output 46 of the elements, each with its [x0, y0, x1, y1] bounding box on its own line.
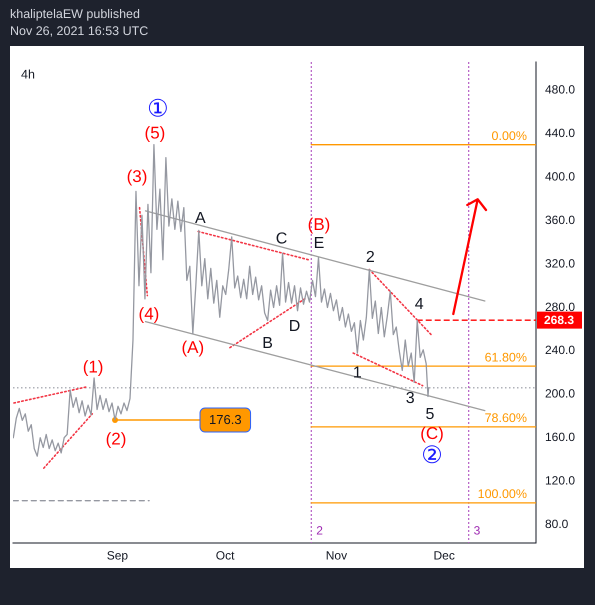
annotation: (C): [420, 424, 444, 444]
series-label: 0.00%: [492, 128, 527, 143]
annotation: (4): [138, 304, 160, 324]
text: Nov 26, 2021 16:53 UTC: [10, 23, 148, 40]
annotation: 1: [352, 364, 362, 382]
series-label: 78.60%: [484, 411, 527, 426]
annotation: 5: [426, 406, 435, 423]
ref-line-label: 3: [474, 523, 481, 538]
x-tick-label: Nov: [326, 548, 348, 563]
ref-line-label: 2: [316, 523, 324, 538]
annotation: ②: [421, 442, 443, 470]
y-tick-label: 280.0: [545, 300, 576, 314]
y-tick-label: 440.0: [545, 126, 576, 140]
annotation: (3): [126, 167, 148, 186]
series-label: 61.80%: [484, 350, 527, 364]
annotation: ①: [147, 95, 169, 122]
annotation: D: [288, 318, 300, 336]
annotation: C: [276, 230, 288, 248]
annotation: A: [194, 210, 206, 227]
annotation: 2: [366, 248, 375, 266]
y-tick-label: 80.0: [545, 516, 569, 531]
annotation: (1): [82, 358, 104, 377]
text: khaliptelaEW published: [10, 6, 141, 23]
y-tick-label: 120.0: [545, 473, 576, 488]
annotation: (B): [308, 215, 330, 234]
y-tick-label: 160.0: [545, 430, 576, 444]
annotation: B: [262, 334, 273, 352]
annotation: (2): [106, 430, 126, 449]
y-tick-label: 480.0: [545, 82, 576, 97]
y-tick-label: 240.0: [545, 343, 576, 358]
data-label: 176.3: [209, 412, 242, 428]
data-label: 268.3: [544, 312, 574, 327]
annotation: E: [314, 234, 324, 252]
x-tick-label: Sep: [106, 548, 128, 563]
annotation: 4: [414, 296, 424, 313]
annotation: 3: [406, 390, 415, 407]
y-tick-label: 400.0: [545, 170, 576, 184]
y-tick-label: 200.0: [545, 386, 576, 401]
series-label: 100.00%: [478, 487, 527, 502]
x-tick-label: Dec: [433, 548, 455, 563]
annotation: (5): [144, 123, 166, 142]
x-tick-label: Oct: [216, 548, 236, 563]
y-tick-label: 360.0: [545, 212, 576, 227]
annotation: (A): [181, 338, 204, 358]
text: 4h: [21, 68, 35, 82]
y-tick-label: 320.0: [545, 256, 576, 270]
